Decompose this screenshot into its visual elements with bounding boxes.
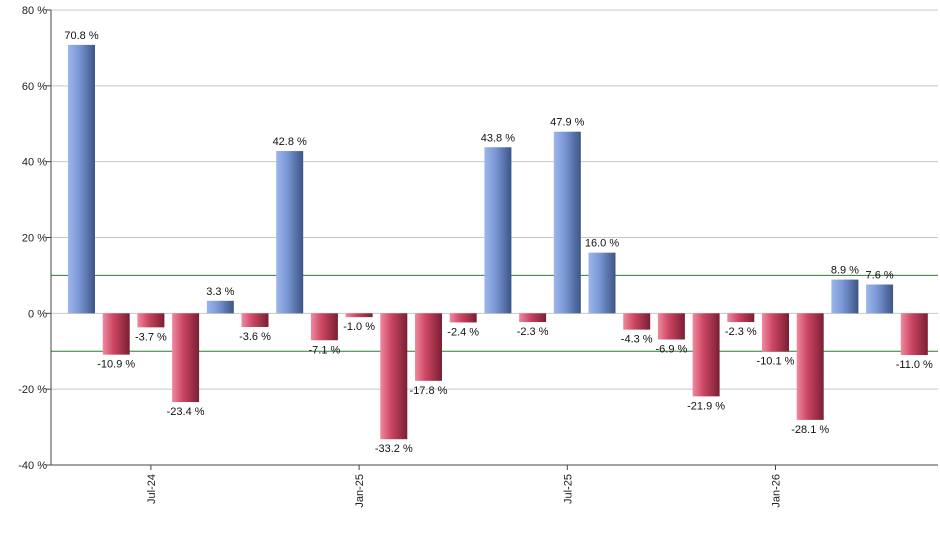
bar <box>276 151 304 314</box>
bar <box>831 279 859 314</box>
data-label: -1.0 % <box>343 321 375 333</box>
bar <box>796 313 824 420</box>
data-label: -28.1 % <box>791 424 829 436</box>
x-tick-label: Jan-26 <box>771 474 783 508</box>
data-label: -17.8 % <box>410 385 448 397</box>
data-label: -4.3 % <box>621 334 653 346</box>
bar <box>866 284 894 314</box>
bar <box>449 313 477 323</box>
bars <box>68 44 928 440</box>
data-label: 16.0 % <box>585 238 619 250</box>
data-label: 43.8 % <box>481 132 515 144</box>
bar <box>519 313 547 323</box>
data-label: -11.0 % <box>896 359 933 371</box>
data-label: -3.7 % <box>135 331 167 343</box>
data-label: 70.8 % <box>64 30 98 42</box>
y-tick-label: 20 % <box>22 233 47 245</box>
bar <box>137 313 165 328</box>
bar <box>68 44 95 314</box>
x-tick-label: Jul-25 <box>562 474 574 504</box>
data-label: -7.1 % <box>309 344 341 356</box>
x-tick-label: Jan-25 <box>354 474 366 508</box>
bar <box>588 252 616 314</box>
data-label: 42.8 % <box>273 136 307 148</box>
y-tick-label: 60 % <box>22 81 47 93</box>
bar <box>172 313 200 403</box>
y-tick-label: 80 % <box>22 5 47 17</box>
bar <box>692 313 720 397</box>
y-tick-label: 0 % <box>28 308 47 320</box>
data-label: -23.4 % <box>167 406 205 418</box>
bar <box>727 313 755 323</box>
data-label: -33.2 % <box>375 443 413 455</box>
data-label: -21.9 % <box>687 400 725 412</box>
bar <box>345 313 373 318</box>
bar <box>102 313 130 355</box>
bar <box>553 131 581 314</box>
bar <box>415 313 442 381</box>
bar <box>380 313 408 440</box>
y-tick-label: -40 % <box>18 460 47 472</box>
data-label: -10.1 % <box>757 356 795 368</box>
bar <box>623 313 651 330</box>
data-label: 3.3 % <box>206 286 234 298</box>
data-label: -6.9 % <box>656 343 688 355</box>
bar <box>310 313 338 341</box>
data-label: -2.3 % <box>517 326 549 338</box>
bar <box>657 313 685 340</box>
data-label: -2.4 % <box>447 326 479 338</box>
axes: 80 % 60 % 40 % 20 % 0 % -20 % -40 % Jul-24 Jan-2… <box>18 5 938 508</box>
bar <box>484 147 512 314</box>
x-tick-label: Jul-24 <box>146 474 158 504</box>
data-label: 7.6 % <box>866 270 894 282</box>
data-labels: 70.8 % -10.9 % -3.7 % -23.4 % 3.3 % -3.6 % 42.… <box>64 30 933 455</box>
data-label: -2.3 % <box>725 326 757 338</box>
bar <box>762 313 789 352</box>
data-label: 47.9 % <box>550 117 584 129</box>
data-label: -10.9 % <box>97 359 135 371</box>
data-label: -3.6 % <box>239 331 271 343</box>
bar <box>206 300 234 314</box>
bar <box>900 313 928 356</box>
bar <box>241 313 269 327</box>
y-tick-label: -20 % <box>18 384 47 396</box>
y-tick-label: 40 % <box>22 157 47 169</box>
data-label: 8.9 % <box>831 265 859 277</box>
